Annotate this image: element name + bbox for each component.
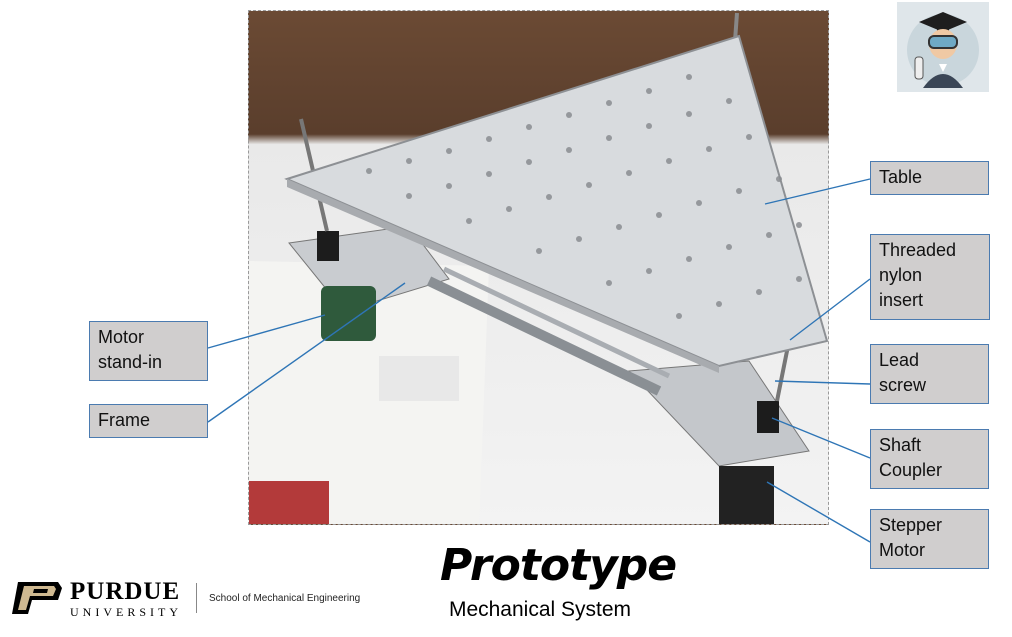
purdue-university: UNIVERSITY xyxy=(70,604,182,619)
slide-subtitle: Mechanical System xyxy=(448,598,632,621)
purdue-logo: PURDUE UNIVERSITY School of Mechanical E… xyxy=(10,578,360,618)
purdue-name: PURDUE xyxy=(70,577,181,605)
label-shaft-coupler-line-1: Shaft xyxy=(879,435,922,455)
label-shaft-coupler: Shaft Coupler xyxy=(870,429,989,489)
label-table-text: Table xyxy=(879,167,923,187)
logo-divider xyxy=(196,583,197,613)
label-lead-screw-line-1: Lead xyxy=(879,350,920,370)
label-motor-stand-in-line-2: stand-in xyxy=(98,352,163,372)
label-stepper-motor: Stepper Motor xyxy=(870,509,989,569)
prototype-photo xyxy=(248,10,829,525)
label-lead-screw: Lead screw xyxy=(870,344,989,404)
label-lead-screw-line-2: screw xyxy=(879,375,927,395)
label-threaded-line-3: insert xyxy=(879,290,924,310)
label-stepper-motor-line-1: Stepper xyxy=(879,515,943,535)
label-threaded-line-2: nylon xyxy=(879,265,923,285)
purdue-wordmark: PURDUE UNIVERSITY xyxy=(70,579,182,618)
label-threaded-nylon-insert: Threaded nylon insert xyxy=(870,234,990,320)
label-table: Table xyxy=(870,161,989,195)
label-motor-stand-in: Motor stand-in xyxy=(89,321,208,381)
slide-title: Prototype xyxy=(440,540,677,591)
graduate-diver-avatar xyxy=(897,2,989,92)
purdue-p-icon xyxy=(12,582,62,614)
label-motor-stand-in-line-1: Motor xyxy=(98,327,145,347)
label-frame-text: Frame xyxy=(98,410,151,430)
department-name: School of Mechanical Engineering xyxy=(209,592,361,604)
label-shaft-coupler-line-2: Coupler xyxy=(879,460,943,480)
graduate-diver-icon xyxy=(907,12,979,88)
label-stepper-motor-line-2: Motor xyxy=(879,540,926,560)
prototype-illustration xyxy=(249,12,828,524)
label-threaded-line-1: Threaded xyxy=(879,240,957,260)
label-frame: Frame xyxy=(89,404,208,438)
